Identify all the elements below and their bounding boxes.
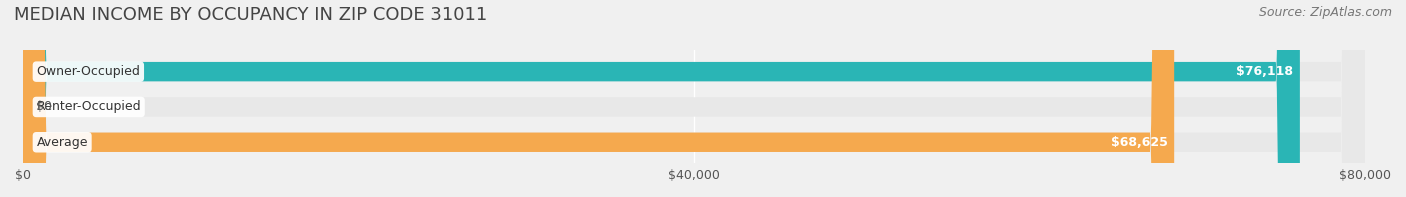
FancyBboxPatch shape [22, 0, 1301, 197]
Text: Average: Average [37, 136, 89, 149]
FancyBboxPatch shape [22, 0, 1365, 197]
Text: Owner-Occupied: Owner-Occupied [37, 65, 141, 78]
FancyBboxPatch shape [22, 0, 1174, 197]
Text: $0: $0 [37, 100, 52, 113]
Text: $76,118: $76,118 [1236, 65, 1294, 78]
Text: Renter-Occupied: Renter-Occupied [37, 100, 141, 113]
Text: MEDIAN INCOME BY OCCUPANCY IN ZIP CODE 31011: MEDIAN INCOME BY OCCUPANCY IN ZIP CODE 3… [14, 6, 488, 24]
FancyBboxPatch shape [22, 0, 1365, 197]
Text: $68,625: $68,625 [1111, 136, 1167, 149]
FancyBboxPatch shape [22, 0, 1365, 197]
Text: Source: ZipAtlas.com: Source: ZipAtlas.com [1258, 6, 1392, 19]
